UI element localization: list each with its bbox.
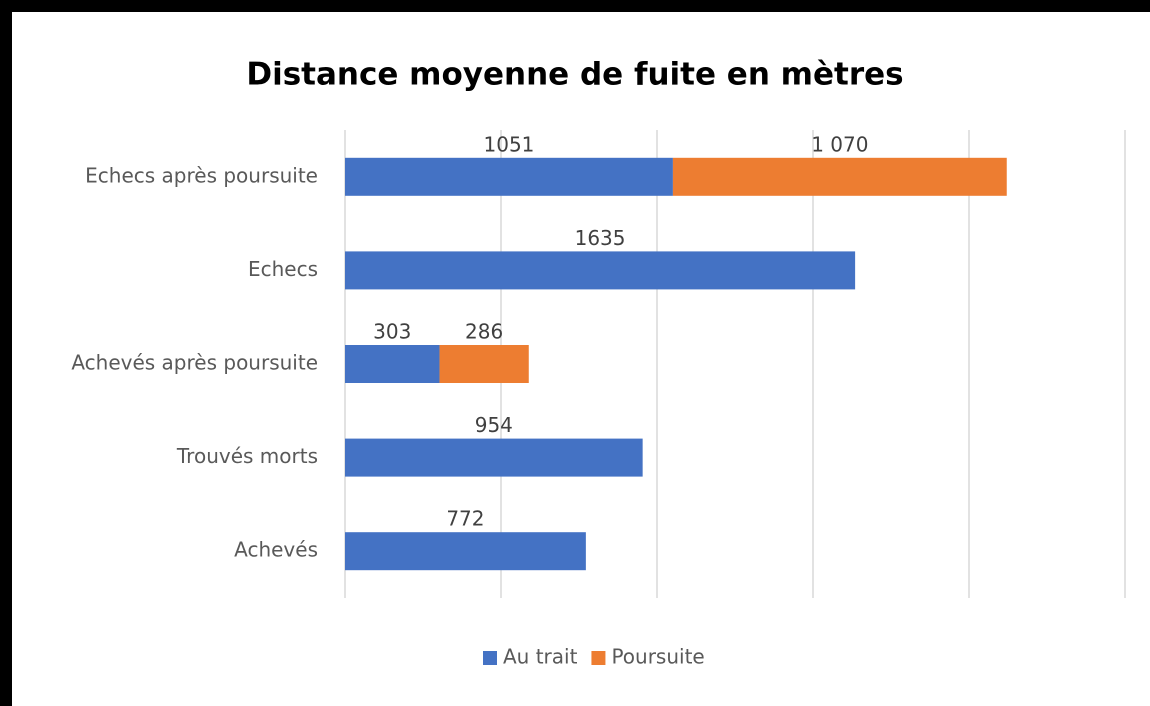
data-label: 1051 bbox=[484, 132, 535, 156]
bar bbox=[345, 251, 856, 290]
bar bbox=[345, 345, 440, 383]
data-label: 1 070 bbox=[811, 132, 868, 156]
data-label: 1635 bbox=[575, 226, 626, 250]
data-label: 772 bbox=[446, 507, 484, 531]
legend-swatch bbox=[483, 651, 497, 665]
data-label: 954 bbox=[475, 413, 513, 437]
y-tick-label: Trouvés morts bbox=[176, 444, 318, 468]
y-tick-label: Achevés après poursuite bbox=[71, 351, 318, 375]
data-label: 286 bbox=[465, 320, 503, 344]
chart-title: Distance moyenne de fuite en mètres bbox=[246, 57, 903, 93]
legend-label: Poursuite bbox=[611, 645, 704, 669]
y-tick-label: Echecs après poursuite bbox=[85, 163, 318, 187]
bar bbox=[345, 532, 586, 571]
y-tick-label: Echecs bbox=[248, 257, 318, 281]
data-label: 303 bbox=[373, 320, 411, 344]
legend-swatch bbox=[591, 651, 606, 665]
bar bbox=[345, 157, 673, 196]
bar bbox=[439, 345, 529, 383]
bar bbox=[672, 157, 1007, 196]
bar bbox=[345, 438, 643, 477]
chart-area bbox=[12, 12, 1150, 706]
legend-label: Au trait bbox=[503, 645, 578, 669]
y-tick-label: Achevés bbox=[234, 538, 318, 562]
